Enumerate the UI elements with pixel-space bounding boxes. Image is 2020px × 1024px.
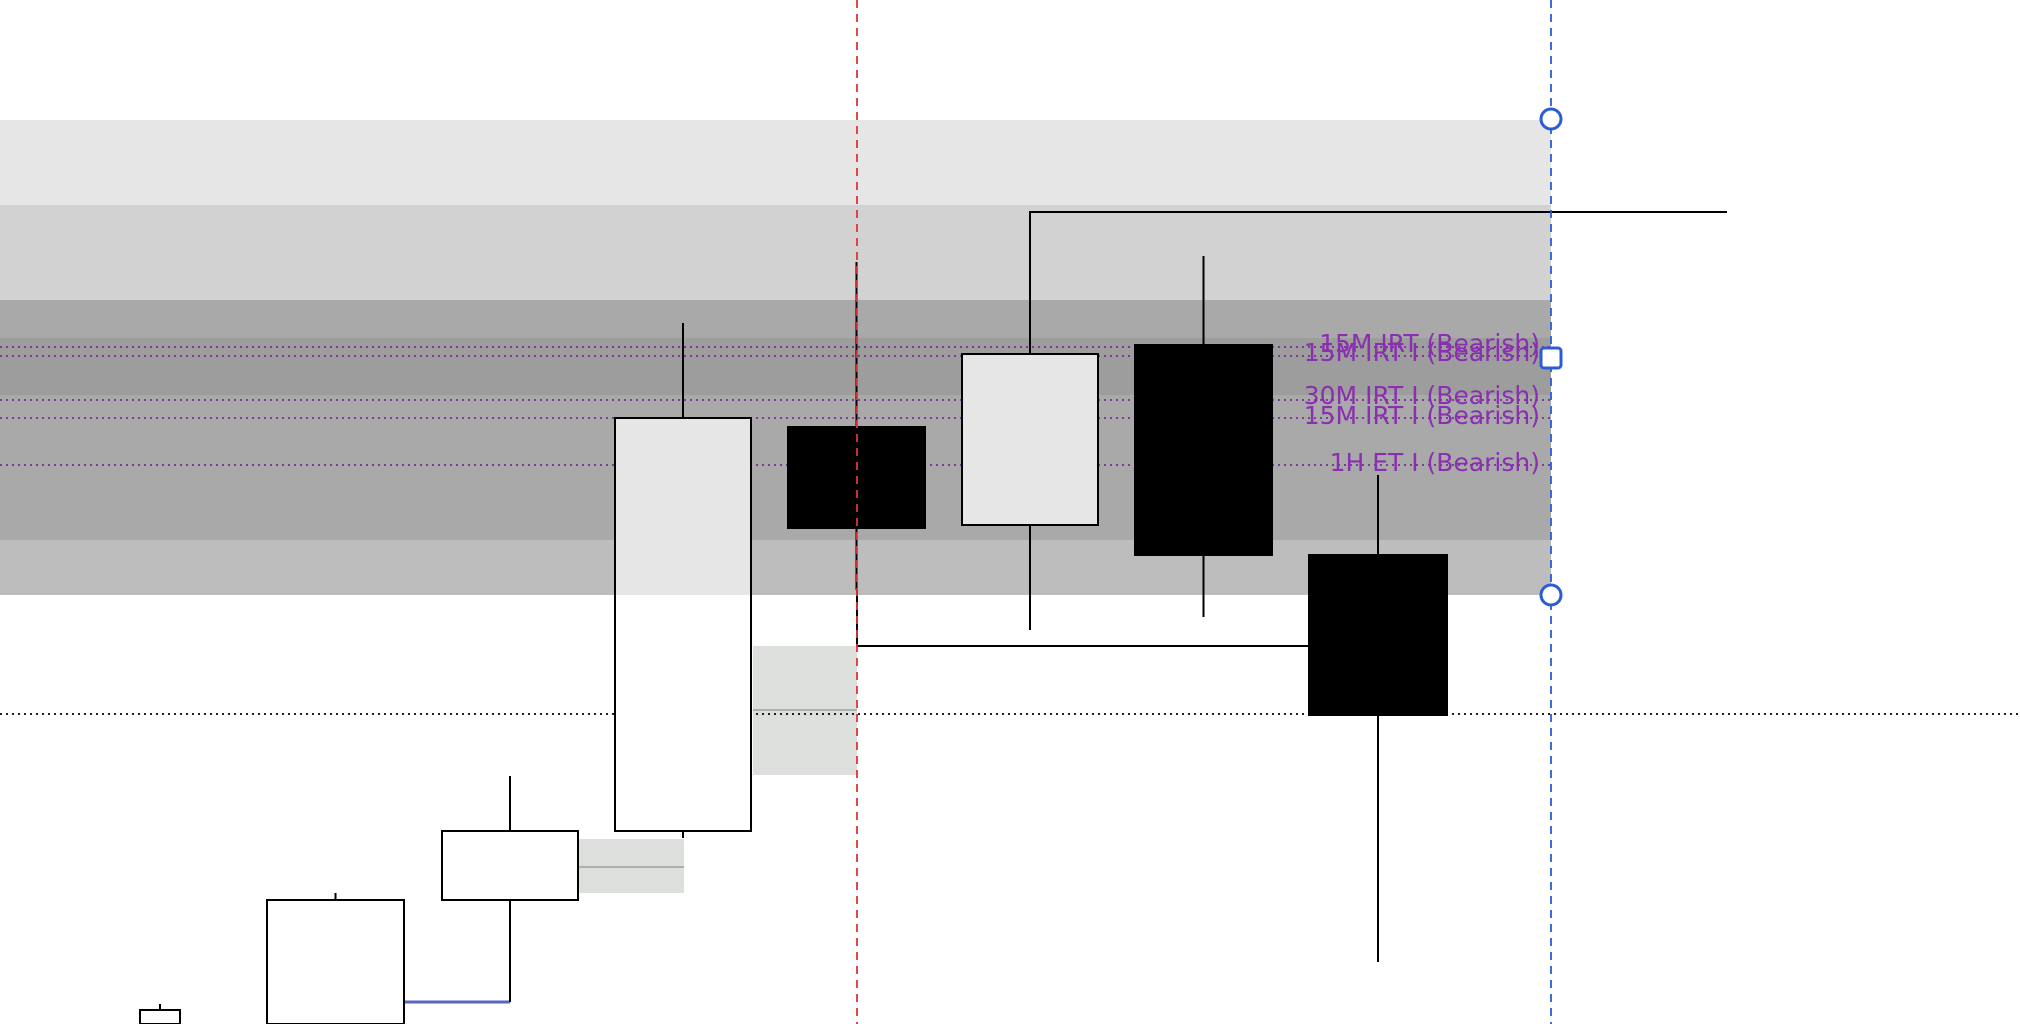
drag-handle-middle[interactable] bbox=[1539, 346, 1563, 370]
level-labels-group: 15M IRT (Bearish)15M IRT I (Bearish)30M … bbox=[1304, 329, 1540, 477]
drag-handle-bottom[interactable] bbox=[1539, 583, 1563, 607]
candle-body-zone-overlay bbox=[963, 355, 1097, 524]
level-label: 15M IRT I (Bearish) bbox=[1304, 338, 1540, 367]
candle-body[interactable] bbox=[266, 899, 405, 1024]
candle-body[interactable] bbox=[614, 417, 752, 832]
candles-group bbox=[139, 212, 1448, 1024]
zone-band-bottom bbox=[0, 540, 1551, 595]
zone-band-mid bbox=[0, 205, 1551, 300]
level-lines-group bbox=[0, 346, 1551, 466]
structure-line bbox=[856, 590, 1310, 647]
zone-band-lower bbox=[0, 395, 1551, 540]
candle-body[interactable] bbox=[961, 353, 1099, 526]
markers-group bbox=[856, 0, 1563, 1024]
level-label: 30M IRT I (Bearish) bbox=[1304, 381, 1540, 410]
candle-body[interactable] bbox=[1308, 554, 1448, 716]
level-label: 15M IRT (Bearish) bbox=[1319, 329, 1540, 358]
candle-body[interactable] bbox=[441, 830, 579, 901]
level-label: 1H ET I (Bearish) bbox=[1330, 448, 1540, 477]
zone-band-inner bbox=[0, 300, 1551, 338]
fair-value-gap-group bbox=[579, 646, 857, 893]
candle-body-lower bbox=[616, 595, 750, 830]
drag-handle-top[interactable] bbox=[1539, 107, 1563, 131]
level-label: 15M IRT I (Bearish) bbox=[1304, 401, 1540, 430]
zone-band-outer bbox=[0, 120, 1551, 205]
candle-body-zone-overlay bbox=[616, 419, 750, 595]
candle-body[interactable] bbox=[139, 1009, 181, 1024]
candle-body[interactable] bbox=[1134, 344, 1273, 556]
fvg-box bbox=[579, 839, 684, 893]
